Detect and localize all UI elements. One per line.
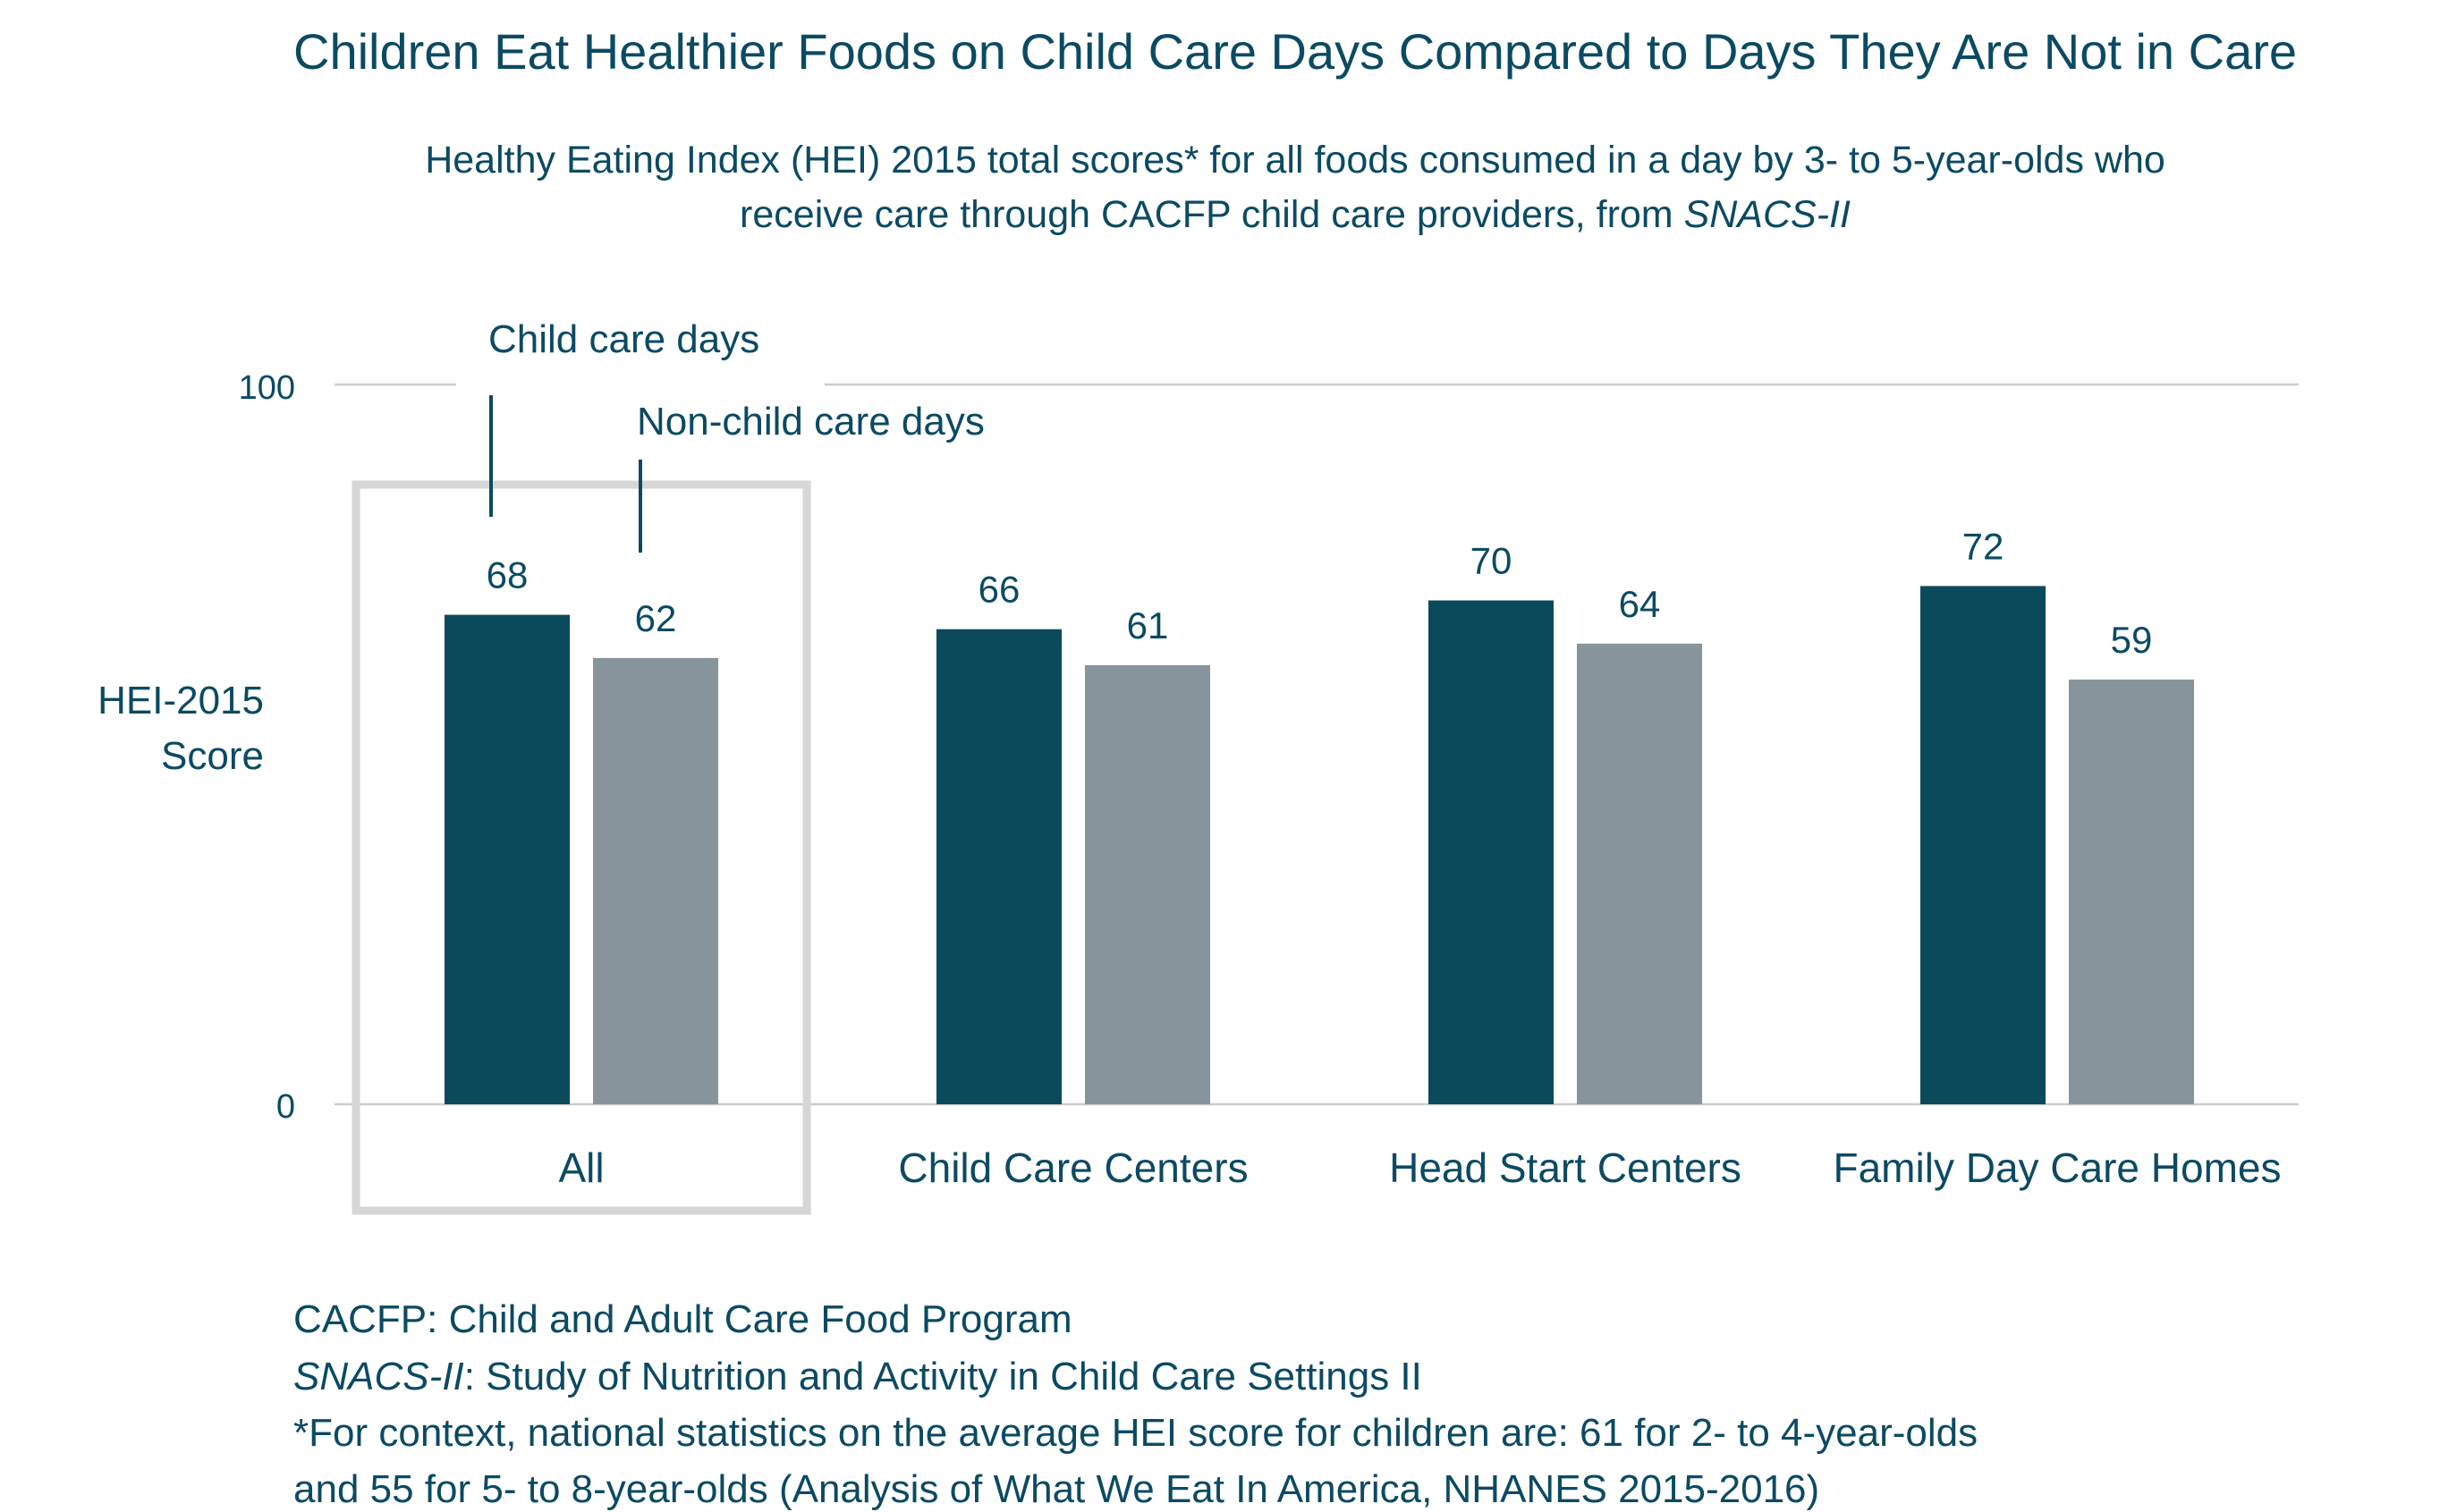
chart-subtitle-line-1: Healthy Eating Index (HEI) 2015 total sc… xyxy=(425,139,2165,182)
value-label-all-non-child-care-days: 62 xyxy=(635,597,677,639)
bar-head-start-centers-child-care-days xyxy=(1428,600,1554,1104)
subtitle-line-2-text: receive care through CACFP child care pr… xyxy=(740,193,1684,236)
subtitle-source-name: SNACS-II xyxy=(1684,193,1851,236)
category-label-all: All xyxy=(558,1145,604,1191)
chart-subtitle-line-2: receive care through CACFP child care pr… xyxy=(740,193,1851,236)
all-category-highlight-box xyxy=(352,480,811,1215)
category-labels-layer: All Child Care Centers Head Start Centers F… xyxy=(558,1145,2281,1191)
bar-child-care-centers-child-care-days xyxy=(936,629,1062,1104)
category-label-head-start-centers: Head Start Centers xyxy=(1389,1145,1741,1191)
chart-title: Children Eat Healthier Foods on Child Ca… xyxy=(293,23,2297,80)
bar-child-care-centers-non-child-care-days xyxy=(1085,664,1210,1104)
bar-head-start-centers-non-child-care-days xyxy=(1577,643,1702,1104)
value-label-all-child-care-days: 68 xyxy=(487,554,529,596)
value-label-child-care-centers-non-child-care-days: 61 xyxy=(1127,604,1169,646)
y-axis-title-line-2: Score xyxy=(161,734,264,778)
value-label-family-day-care-homes-child-care-days: 72 xyxy=(1962,525,2004,567)
bar-all-child-care-days xyxy=(445,614,570,1104)
note-context-line-1: *For context, national statistics on the… xyxy=(293,1411,1978,1455)
value-label-child-care-centers-child-care-days: 66 xyxy=(979,569,1021,611)
value-label-head-start-centers-child-care-days: 70 xyxy=(1470,540,1512,582)
note-snacs-expansion: : Study of Nutrition and Activity in Chi… xyxy=(464,1355,1422,1398)
note-context-line-2: and 55 for 5- to 8-year-olds (Analysis o… xyxy=(293,1467,1819,1511)
bars-layer xyxy=(445,586,2194,1104)
category-label-family-day-care-homes: Family Day Care Homes xyxy=(1834,1145,2282,1191)
note-snacs-abbrev: SNACS-II xyxy=(293,1355,464,1398)
legend-child-care-days: Child care days xyxy=(488,317,759,361)
y-axis-title-line-1: HEI-2015 xyxy=(97,679,264,722)
bar-family-day-care-homes-non-child-care-days xyxy=(2069,680,2194,1104)
value-label-family-day-care-homes-non-child-care-days: 59 xyxy=(2111,619,2153,661)
y-tick-100: 100 xyxy=(239,369,295,407)
category-label-child-care-centers: Child Care Centers xyxy=(898,1145,1248,1191)
value-label-head-start-centers-non-child-care-days: 64 xyxy=(1619,583,1661,625)
value-labels-layer: 68 62 66 61 70 64 72 59 xyxy=(487,525,2153,661)
y-tick-0: 0 xyxy=(276,1088,295,1126)
note-cacfp-definition: CACFP: Child and Adult Care Food Program xyxy=(293,1297,1072,1341)
legend-non-child-care-days: Non-child care days xyxy=(637,400,985,443)
bar-family-day-care-homes-child-care-days xyxy=(1920,586,2046,1104)
bar-all-non-child-care-days xyxy=(593,657,718,1104)
note-snacs-definition: SNACS-II: Study of Nutrition and Activit… xyxy=(293,1355,1422,1398)
